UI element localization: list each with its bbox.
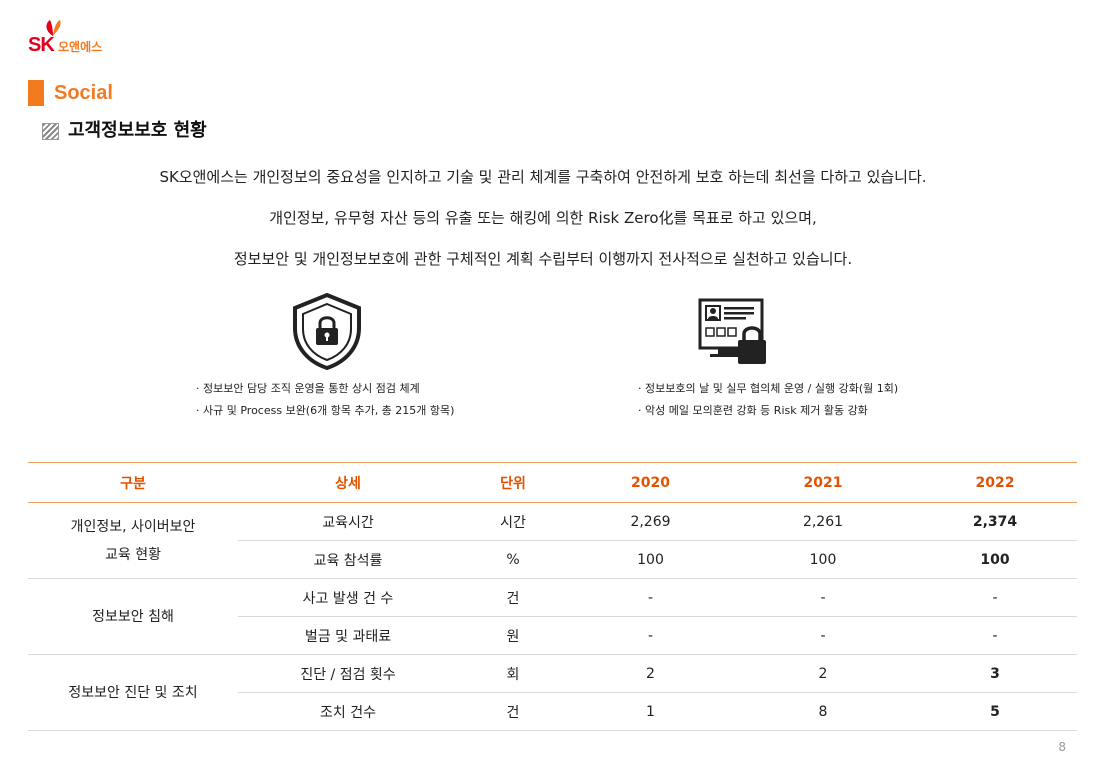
logo-company: 오앤에스 (58, 40, 103, 54)
table-row: 개인정보, 사이버보안 교육 현황 교육시간 시간 2,269 2,261 2,… (28, 502, 1077, 579)
cell-unit: 건 (458, 578, 568, 617)
intro-line-2: 개인정보, 유무형 자산 등의 유출 또는 해킹에 의한 Risk Zero化를… (269, 209, 817, 227)
table-row: 정보보안 침해 사고 발생 건 수 건 - - - (28, 578, 1077, 655)
cell-2020: 100 (568, 540, 733, 579)
cell-2022: - (913, 578, 1077, 617)
cell-2022: 5 (913, 692, 1077, 731)
page-number: 8 (1058, 740, 1066, 754)
cell-detail: 교육 참석률 (238, 540, 458, 579)
company-logo: SK 오앤에스 (28, 18, 138, 58)
table-row: 벌금 및 과태료 원 - - - (28, 616, 1077, 655)
cell-2021: 8 (733, 692, 913, 731)
intro-line-3: 정보보안 및 개인정보보호에 관한 구체적인 계획 수립부터 이행까지 전사적으… (233, 250, 853, 268)
cell-2022: 2,374 (913, 502, 1077, 541)
group-name: 개인정보, 사이버보안 교육 현황 (28, 502, 238, 579)
bullet-item: · 정보보호의 날 및 실무 협의체 운영 / 실행 강화(월 1회) (638, 382, 899, 395)
section-title: Social (54, 82, 113, 104)
cell-2021: - (733, 578, 913, 617)
bullet-list-right: · 정보보호의 날 및 실무 협의체 운영 / 실행 강화(월 1회) · 악성… (638, 378, 898, 422)
cell-2020: - (568, 578, 733, 617)
bullet-item: · 악성 메일 모의훈련 강화 등 Risk 제거 활동 강화 (638, 404, 868, 417)
bullet-item: · 사규 및 Process 보완(6개 항목 추가, 총 215개 항목) (196, 404, 455, 417)
logo-brand: SK (28, 34, 55, 56)
monitor-lock-icon (698, 298, 770, 372)
header-2020: 2020 (568, 462, 733, 503)
bullet-item: · 정보보안 담당 조직 운영을 통한 상시 점검 체계 (196, 382, 420, 395)
group-label: 개인정보, 사이버보안 교육 현황 (70, 518, 196, 563)
cell-2020: 2 (568, 654, 733, 693)
cell-unit: % (458, 540, 568, 579)
cell-unit: 시간 (458, 502, 568, 541)
cell-detail: 교육시간 (238, 502, 458, 541)
group-name: 정보보안 진단 및 조치 (28, 654, 238, 731)
cell-detail: 조치 건수 (238, 692, 458, 731)
intro-line-1: SK오앤에스는 개인정보의 중요성을 인지하고 기술 및 관리 체계를 구축하여… (159, 168, 927, 186)
cell-2020: 2,269 (568, 502, 733, 541)
header-unit: 단위 (458, 462, 568, 503)
cell-detail: 벌금 및 과태료 (238, 616, 458, 655)
cell-2022: 3 (913, 654, 1077, 693)
table-row: 조치 건수 건 1 8 5 (28, 692, 1077, 731)
header-category: 구분 (28, 462, 238, 503)
shield-lock-icon (290, 292, 364, 374)
cell-2021: 2 (733, 654, 913, 693)
group-name: 정보보안 침해 (28, 578, 238, 655)
cell-2022: 100 (913, 540, 1077, 579)
section-accent-bar (28, 80, 44, 106)
cell-unit: 원 (458, 616, 568, 655)
cell-2021: 100 (733, 540, 913, 579)
cell-unit: 건 (458, 692, 568, 731)
table-row: 교육 참석률 % 100 100 100 (28, 540, 1077, 579)
cell-2021: 2,261 (733, 502, 913, 541)
bullet-list-left: · 정보보안 담당 조직 운영을 통한 상시 점검 체계 · 사규 및 Proc… (196, 378, 454, 422)
cell-detail: 진단 / 점검 횟수 (238, 654, 458, 693)
header-2022: 2022 (913, 462, 1077, 503)
header-2021: 2021 (733, 462, 913, 503)
table-row: 정보보안 진단 및 조치 진단 / 점검 횟수 회 2 2 3 (28, 654, 1077, 731)
sk-butterfly-icon (46, 20, 61, 36)
hatched-square-icon (42, 123, 59, 140)
subsection-title: 고객정보보호 현황 (68, 120, 207, 141)
cell-unit: 회 (458, 654, 568, 693)
cell-2022: - (913, 616, 1077, 655)
cell-2020: 1 (568, 692, 733, 731)
cell-2021: - (733, 616, 913, 655)
cell-2020: - (568, 616, 733, 655)
table-header-row: 구분 상세 단위 2020 2021 2022 (28, 462, 1077, 503)
security-status-table: 구분 상세 단위 2020 2021 2022 개인정보, 사이버보안 교육 현… (28, 462, 1077, 731)
header-detail: 상세 (238, 462, 458, 503)
cell-detail: 사고 발생 건 수 (238, 578, 458, 617)
